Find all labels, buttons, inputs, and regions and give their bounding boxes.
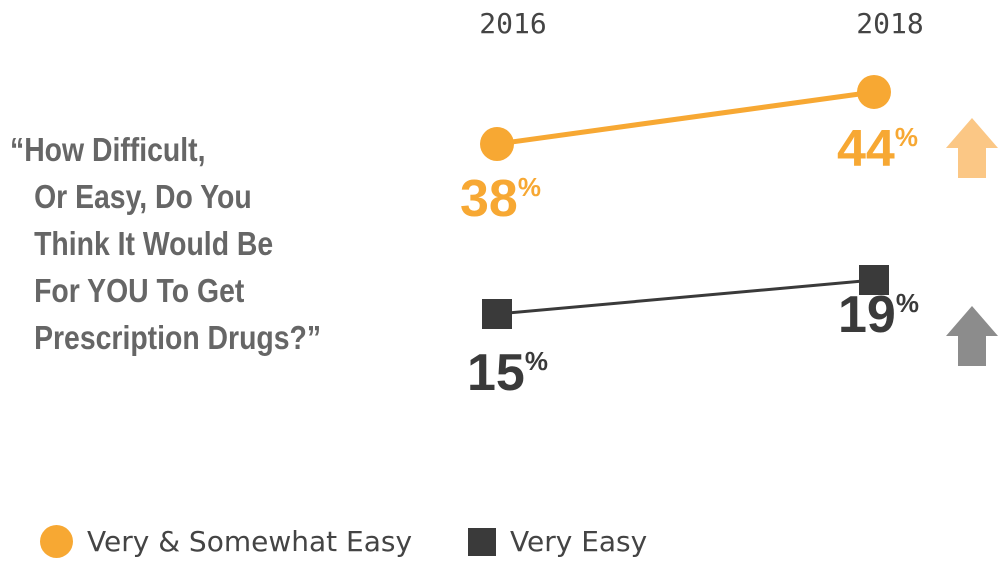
question-line-3: Think It Would Be	[34, 225, 274, 262]
trend-up-arrow-icon	[946, 118, 998, 178]
survey-question: “How Difficult, Or Easy, Do You Think It…	[10, 126, 354, 361]
question-line-5: Prescription Drugs?”	[34, 319, 322, 356]
data-label: 38%	[460, 170, 541, 228]
legend-item-very-somewhat-easy: Very & Somewhat Easy	[40, 525, 412, 558]
data-label-unit: %	[525, 346, 548, 376]
data-point	[480, 127, 514, 161]
series-line	[496, 278, 875, 316]
trend-up-arrow-icon	[946, 306, 998, 366]
data-point	[482, 299, 512, 329]
legend-label: Very Easy	[510, 525, 648, 558]
data-point	[859, 265, 889, 295]
data-label: 19%	[838, 286, 919, 344]
x-tick-label: 2018	[856, 7, 923, 40]
question-line-4: For YOU To Get	[34, 272, 245, 309]
data-label-unit: %	[896, 288, 919, 318]
series-line	[496, 89, 875, 147]
data-label: 15%	[467, 344, 548, 402]
question-line-2: Or Easy, Do You	[34, 178, 252, 215]
legend-swatch-circle	[40, 525, 73, 558]
legend-item-very-easy: Very Easy	[468, 525, 647, 558]
data-label: 44%	[837, 120, 918, 178]
legend-label: Very & Somewhat Easy	[87, 525, 413, 558]
data-label-unit: %	[895, 122, 918, 152]
question-line-1: “How Difficult,	[10, 131, 206, 168]
x-tick-label: 2016	[479, 7, 546, 40]
data-label-unit: %	[518, 172, 541, 202]
legend-swatch-square	[468, 527, 496, 556]
data-point	[857, 74, 891, 109]
